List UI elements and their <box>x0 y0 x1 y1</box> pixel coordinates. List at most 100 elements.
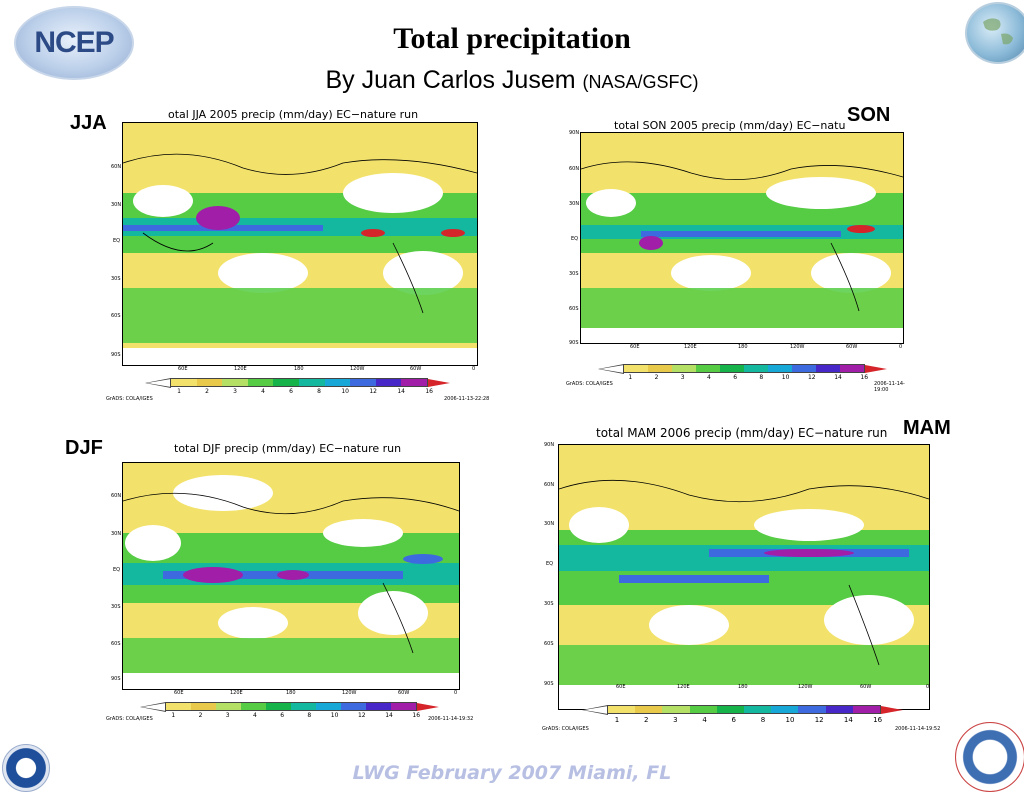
lat-label: 30S <box>111 276 121 282</box>
colorbar-swatch <box>624 365 648 372</box>
colorbar-tick-label: 8 <box>760 716 766 724</box>
lon-label: 120W <box>790 344 805 350</box>
lon-label: 60E <box>174 690 184 696</box>
colorbar-swatch <box>171 379 197 386</box>
colorbar-tick-label: 14 <box>397 388 405 395</box>
lat-label: 60S <box>544 641 554 647</box>
colorbar-swatch <box>792 365 816 372</box>
lon-label: 120E <box>677 684 690 690</box>
colorbar-upper-arrow <box>881 706 903 714</box>
lon-label: 0 <box>454 690 458 696</box>
footer-text: LWG February 2007 Miami, FL <box>352 762 672 784</box>
grads-credit: GrADS: COLA/IGES <box>106 716 153 722</box>
colorbar-tick-label: 12 <box>357 712 366 719</box>
colorbar-tick-label: 14 <box>385 712 393 719</box>
precip-map <box>122 122 478 366</box>
grads-credit: GrADS: COLA/IGES <box>542 726 589 732</box>
lat-label: 60S <box>111 313 121 319</box>
precip-map <box>558 444 930 710</box>
colorbar-tick-label: 8 <box>759 374 764 381</box>
colorbar-lower-arrow-fill <box>147 379 171 387</box>
colorbar-swatch <box>672 365 696 372</box>
colorbar-swatch <box>273 379 299 386</box>
colorbar-tick-label: 12 <box>807 374 816 381</box>
plot-timestamp: 2006-11-14-19:00 <box>874 381 905 393</box>
colorbar-swatch <box>324 379 351 386</box>
page-subtitle: By Juan Carlos Jusem (NASA/GSFC) <box>0 66 1024 95</box>
colorbar-swatch <box>366 703 391 710</box>
colorbar-labels: 1 2 3 4 6 8 10 12 14 16 <box>148 712 420 719</box>
panel-djf: total DJF precip (mm/day) EC−nature run … <box>106 436 476 726</box>
colorbar-swatch <box>166 703 191 710</box>
lon-label: 0 <box>472 366 476 372</box>
colorbar-swatch <box>222 379 248 386</box>
lon-label: 180 <box>738 684 748 690</box>
globe-continents-icon <box>983 18 1013 45</box>
colorbar <box>607 705 881 714</box>
season-label-son: SON <box>847 104 891 126</box>
colorbar-swatch <box>648 365 672 372</box>
colorbar-swatch <box>191 703 216 710</box>
lat-label: 60N <box>544 482 555 488</box>
globe-logo-icon <box>965 2 1024 64</box>
colorbar-tick-label: 6 <box>731 716 737 724</box>
precip-field-mam <box>559 445 929 709</box>
lat-label: 90S <box>569 340 579 346</box>
colorbar-tick-label: 4 <box>702 716 707 724</box>
colorbar-tick-label: 10 <box>781 374 790 381</box>
colorbar-upper-arrow <box>428 379 450 387</box>
colorbar-lower-arrow-fill <box>584 706 608 714</box>
panel-son: total SON 2005 precip (mm/day) EC−natu 9… <box>566 116 916 393</box>
grads-credit: GrADS: COLA/IGES <box>566 381 613 387</box>
lat-label: 30N <box>111 202 122 208</box>
colorbar-tick-label: 1 <box>614 716 620 724</box>
colorbar-upper-arrow <box>865 365 887 373</box>
plot-timestamp: 2006-11-14-19:52 <box>895 726 941 732</box>
precip-field-son <box>581 133 903 343</box>
lat-label: 60N <box>111 493 122 499</box>
colorbar-swatch <box>744 706 772 713</box>
colorbar-tick-label: 4 <box>261 388 265 395</box>
colorbar-tick-label: 10 <box>330 712 339 719</box>
lon-label: 120E <box>684 344 697 350</box>
colorbar-swatch <box>375 379 402 386</box>
colorbar-tick-label: 3 <box>673 716 678 724</box>
colorbar-swatch <box>825 706 853 713</box>
colorbar-tick-label: 4 <box>706 374 711 381</box>
lat-label: 30N <box>544 521 555 527</box>
season-label-mam: MAM <box>903 417 951 439</box>
lat-label: EQ <box>113 567 121 573</box>
colorbar-swatch <box>662 706 690 713</box>
colorbar <box>170 378 428 387</box>
colorbar-tick-label: 2 <box>654 374 659 381</box>
lon-label: 60W <box>846 344 858 350</box>
colorbar <box>165 702 417 711</box>
colorbar-swatch <box>689 706 717 713</box>
lat-label: 60N <box>569 166 580 172</box>
lon-label: 180 <box>286 690 296 696</box>
lat-label: EQ <box>571 236 579 242</box>
colorbar-swatch <box>350 379 376 386</box>
panel-jja: otal JJA 2005 precip (mm/day) EC−nature … <box>106 108 496 408</box>
colorbar-swatch <box>608 706 636 713</box>
lon-label: 120W <box>798 684 813 690</box>
lat-label: 30S <box>111 604 121 610</box>
colorbar-tick-label: 6 <box>733 374 738 381</box>
precip-field-jja <box>123 123 477 365</box>
colorbar-swatch <box>216 703 241 710</box>
colorbar-tick-label: 8 <box>317 388 321 395</box>
noaa-logo-icon <box>2 744 50 792</box>
colorbar-swatch <box>266 703 291 710</box>
colorbar-tick-label: 14 <box>843 716 853 724</box>
colorbar-swatch <box>696 365 720 372</box>
lon-label: 60W <box>410 366 422 372</box>
colorbar-tick-label: 2 <box>205 388 209 395</box>
colorbar-tick-label: 12 <box>369 388 377 395</box>
colorbar-swatch <box>247 379 274 386</box>
lat-label: EQ <box>113 238 121 244</box>
colorbar-swatch <box>744 365 768 372</box>
grads-credit: GrADS: COLA/IGES <box>106 396 153 402</box>
colorbar-tick-label: 8 <box>307 712 312 719</box>
colorbar-tick-label: 12 <box>814 716 824 724</box>
lat-label: 60S <box>569 306 579 312</box>
